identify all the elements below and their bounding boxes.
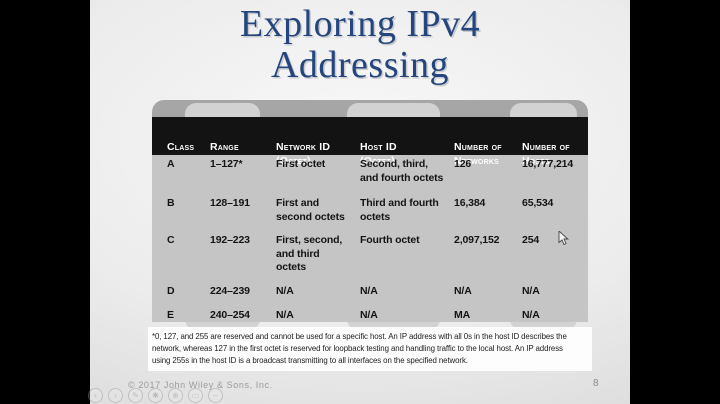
cell-num-networks-a: 126 (454, 158, 472, 170)
cell-class-c: C (167, 234, 175, 246)
highlighter-icon[interactable]: ✱ (148, 388, 163, 403)
player-controls: ‹ › ✎ ✱ ⊕ ▭ – (88, 388, 223, 403)
cell-num-hosts-a: 16,777,214 (522, 158, 574, 170)
cell-class-b: B (167, 197, 175, 209)
cell-host-id-a: Second, third, and fourth octets (360, 158, 444, 184)
column-header-number-of-networks: Number of Networks (454, 141, 502, 167)
letterbox-right (630, 0, 720, 404)
table-body-background (152, 155, 588, 322)
column-header-network-id: Network ID (Octet) (276, 141, 331, 167)
mouse-cursor-icon (558, 231, 569, 246)
cell-num-hosts-d: N/A (522, 285, 540, 297)
letterbox-left (0, 0, 90, 404)
cell-range-b: 128–191 (210, 197, 250, 209)
cell-host-id-c: Fourth octet (360, 234, 420, 246)
slide: Exploring IPv4 Addressing Class Range Ne… (88, 0, 630, 404)
column-header-host-id: Host ID (Octet) (360, 141, 397, 167)
cell-network-id-b: First and second octets (276, 197, 345, 223)
slide-title: Exploring IPv4 Addressing (90, 4, 630, 86)
minimize-icon[interactable]: – (208, 388, 223, 403)
slide-title-line1: Exploring IPv4 (239, 3, 481, 45)
cell-class-a: A (167, 158, 175, 170)
table-header-row: Class Range Network ID (Octet) Host ID (… (152, 117, 588, 167)
cell-range-e: 240–254 (210, 309, 250, 321)
column-header-number-of-hosts: Number of Hosts (522, 141, 570, 167)
ipv4-class-table: Class Range Network ID (Octet) Host ID (… (152, 100, 588, 332)
cell-host-id-d: N/A (360, 285, 378, 297)
footnote-box: *0, 127, and 255 are reserved and cannot… (148, 327, 592, 371)
cell-range-a: 1–127* (210, 158, 243, 170)
column-header-class: Class (167, 141, 195, 153)
cell-num-networks-e: MA (454, 309, 471, 321)
cell-class-d: D (167, 285, 175, 297)
zoom-icon[interactable]: ⊕ (168, 388, 183, 403)
table-footnote: *0, 127, and 255 are reserved and cannot… (152, 332, 567, 365)
cell-num-hosts-e: N/A (522, 309, 540, 321)
previous-icon[interactable]: ‹ (88, 388, 103, 403)
cell-network-id-d: N/A (276, 285, 294, 297)
cell-num-networks-c: 2,097,152 (454, 234, 500, 246)
cell-num-hosts-b: 65,534 (522, 197, 554, 209)
cell-host-id-e: N/A (360, 309, 378, 321)
column-header-range: Range (210, 141, 239, 153)
cell-range-c: 192–223 (210, 234, 250, 246)
cell-range-d: 224–239 (210, 285, 250, 297)
cell-network-id-a: First octet (276, 158, 326, 170)
cell-num-networks-b: 16,384 (454, 197, 486, 209)
page-number: 8 (593, 378, 599, 389)
slide-title-line2: Addressing (270, 44, 450, 86)
cell-num-networks-d: N/A (454, 285, 472, 297)
cell-host-id-b: Third and fourth octets (360, 197, 439, 223)
cell-network-id-c: First, second, and third octets (276, 234, 343, 273)
cell-class-e: E (167, 309, 174, 321)
copyright-text: © 2017 John Wiley & Sons, Inc. (128, 380, 273, 390)
cell-network-id-e: N/A (276, 309, 294, 321)
screen-icon[interactable]: ▭ (188, 388, 203, 403)
cell-num-hosts-c: 254 (522, 234, 540, 246)
pen-icon[interactable]: ✎ (128, 388, 143, 403)
next-icon[interactable]: › (108, 388, 123, 403)
